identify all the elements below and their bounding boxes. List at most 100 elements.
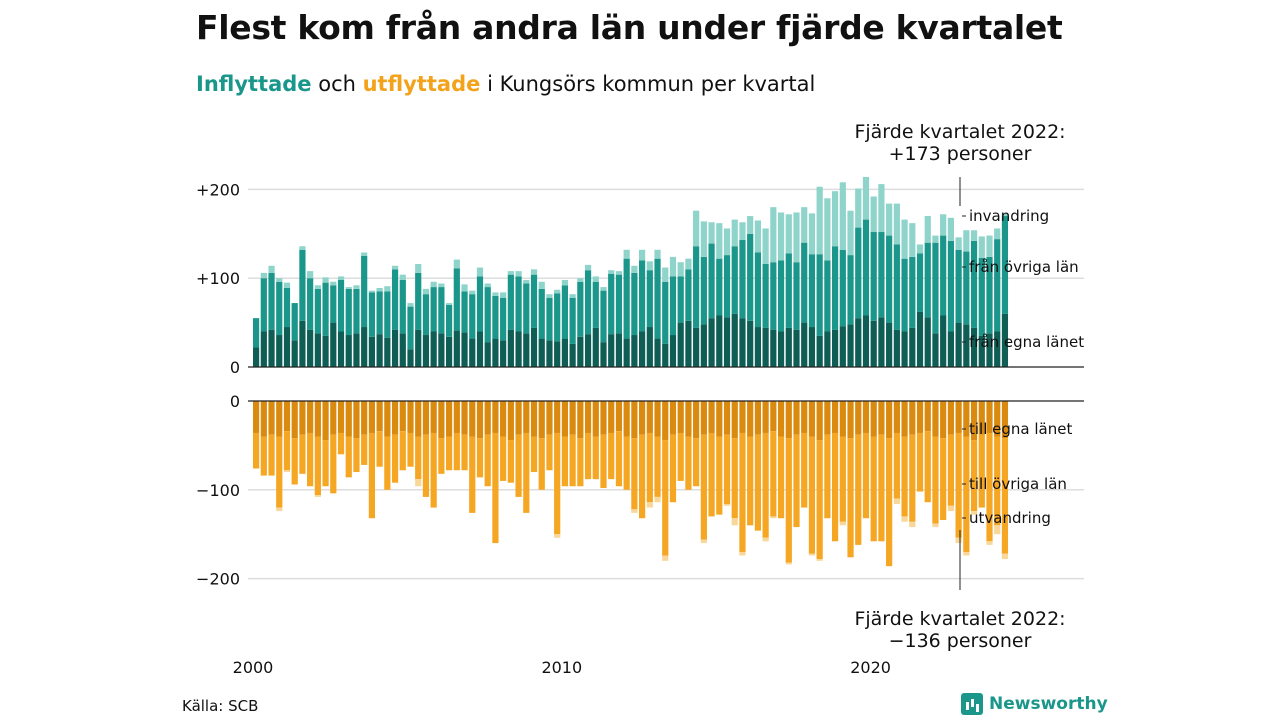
bar-in-1: [708, 243, 715, 319]
bar-in-1: [260, 278, 267, 332]
bar-in-2: [808, 213, 816, 255]
bar-out-0: [855, 401, 862, 435]
bar-in-1: [808, 254, 816, 328]
bar-in-0: [592, 327, 599, 367]
bar-out-2: [654, 496, 661, 503]
y-tick-lower: −100: [196, 481, 240, 500]
bar-out-0: [592, 401, 599, 437]
bar-in-0: [662, 343, 669, 367]
bar-out-1: [322, 440, 329, 487]
bar-in-0: [693, 327, 700, 367]
bar-out-1: [801, 432, 808, 508]
y-tick-lower: −200: [196, 570, 240, 589]
bar-in-0: [832, 329, 839, 367]
bar-in-0: [384, 337, 391, 367]
newsworthy-logo-icon: [961, 693, 983, 715]
bar-in-0: [739, 318, 746, 367]
bar-out-1: [816, 440, 823, 560]
bar-out-1: [762, 432, 769, 538]
bar-out-0: [461, 401, 468, 435]
bar-out-1: [523, 432, 530, 513]
bar-out-0: [1001, 401, 1009, 439]
annotation-lower-line1: Fjärde kvartalet 2022:: [854, 608, 1065, 630]
bar-out-0: [391, 401, 399, 435]
bar-in-0: [793, 329, 800, 367]
bar-in-1: [662, 281, 669, 344]
bar-out-1: [484, 434, 491, 487]
bar-out-0: [446, 401, 453, 437]
bar-in-1: [600, 290, 607, 343]
bar-out-1: [415, 436, 422, 480]
bar-out-1: [538, 438, 545, 490]
bar-in-0: [276, 335, 283, 367]
bar-in-0: [994, 331, 1001, 367]
bar-out-1: [963, 436, 970, 552]
bar-in-1: [554, 293, 561, 342]
bar-out-1: [353, 438, 360, 473]
bar-in-2: [330, 281, 337, 286]
bar-out-0: [816, 401, 823, 441]
y-tick-upper: +100: [196, 269, 240, 288]
bar-in-0: [253, 347, 260, 367]
bar-in-1: [500, 297, 507, 341]
bar-in-0: [785, 327, 792, 367]
bar-in-0: [847, 324, 854, 367]
bar-out-0: [940, 401, 947, 439]
bar-in-1: [461, 291, 468, 333]
bar-out-2: [994, 525, 1001, 535]
bar-out-1: [947, 434, 954, 506]
bar-out-1: [924, 431, 931, 503]
bar-in-1: [901, 258, 908, 332]
bar-in-0: [430, 331, 437, 367]
bar-in-1: [770, 262, 777, 330]
bar-out-0: [862, 401, 870, 433]
bar-in-2: [476, 267, 484, 277]
bar-out-1: [824, 434, 831, 519]
bar-in-1: [816, 254, 823, 336]
bar-in-1: [453, 268, 460, 331]
bar-out-2: [646, 502, 653, 508]
bar-in-0: [940, 315, 947, 367]
bar-in-1: [747, 233, 754, 321]
subtitle-och: och: [311, 72, 363, 96]
bar-in-1: [646, 270, 653, 328]
bar-out-0: [847, 401, 854, 439]
bar-in-0: [970, 327, 978, 367]
bar-out-2: [955, 537, 962, 544]
bar-in-1: [345, 288, 352, 336]
bar-out-1: [839, 436, 846, 522]
bar-in-2: [453, 259, 460, 269]
bar-in-1: [855, 227, 862, 319]
bar-in-0: [422, 335, 430, 367]
bar-in-0: [561, 338, 568, 367]
bar-in-1: [546, 297, 553, 341]
bar-in-0: [886, 322, 893, 367]
bar-in-0: [870, 320, 877, 367]
bar-out-0: [268, 401, 275, 435]
bar-in-1: [970, 240, 978, 328]
bar-in-0: [438, 333, 445, 367]
bar-in-2: [909, 223, 916, 257]
bar-in-1: [700, 256, 707, 325]
bar-out-1: [461, 434, 468, 471]
series-label-lower: till egna länet: [969, 420, 1072, 438]
bar-in-0: [523, 333, 530, 367]
bar-out-0: [723, 401, 731, 435]
bar-in-2: [770, 207, 777, 263]
bar-out-0: [932, 401, 939, 437]
bar-out-0: [546, 401, 553, 435]
bar-in-2: [538, 281, 545, 289]
bar-out-0: [870, 401, 877, 437]
bar-in-0: [631, 335, 638, 367]
bar-out-1: [654, 436, 661, 497]
bar-in-0: [453, 330, 460, 367]
bar-out-1: [399, 431, 406, 471]
bar-in-2: [530, 269, 538, 275]
bar-in-0: [955, 322, 962, 367]
bar-out-1: [932, 436, 939, 524]
bar-in-2: [847, 210, 854, 256]
bar-out-2: [723, 504, 731, 506]
bar-in-2: [855, 188, 862, 228]
bar-out-2: [893, 498, 900, 505]
bar-in-1: [515, 276, 522, 332]
